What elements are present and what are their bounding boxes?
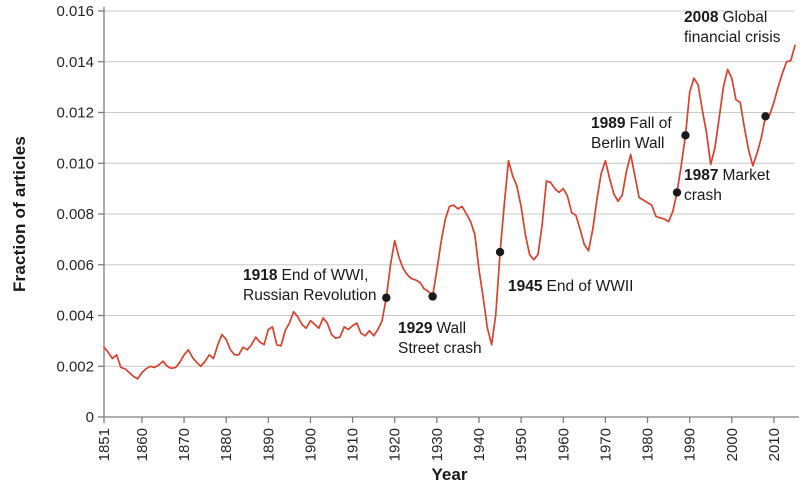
x-tick-label: 1851 bbox=[96, 428, 113, 461]
annotation-text-line2: crash bbox=[684, 187, 722, 204]
x-tick-label: 1910 bbox=[345, 428, 362, 461]
annotation-1987-market-crash: 1987 Market crash bbox=[684, 166, 770, 206]
x-tick-label: 1940 bbox=[471, 428, 488, 461]
annotation-1929-wall-street-crash: 1929 Wall Street crash bbox=[398, 319, 482, 359]
y-tick-label: 0.012 bbox=[56, 105, 94, 122]
annotation-1989-berlin-wall: 1989 Fall of Berlin Wall bbox=[591, 114, 672, 154]
annotation-text: End of WWII bbox=[546, 278, 634, 295]
x-tick-label: 1930 bbox=[429, 428, 446, 461]
annotation-text: Fall of bbox=[629, 115, 672, 132]
x-tick-label: 1920 bbox=[387, 428, 404, 461]
y-tick-label: 0.016 bbox=[56, 3, 94, 20]
annotation-year: 2008 bbox=[684, 9, 719, 26]
annotation-text-line2: Street crash bbox=[398, 340, 482, 357]
x-tick-label: 1950 bbox=[513, 428, 530, 461]
y-tick-label: 0.004 bbox=[56, 308, 94, 325]
event-marker-1989 bbox=[681, 131, 690, 140]
annotation-text-line2: Russian Revolution bbox=[243, 287, 377, 304]
annotation-text-line2: Berlin Wall bbox=[591, 135, 665, 152]
x-tick-label: 1970 bbox=[597, 428, 614, 461]
y-tick-label: 0.008 bbox=[56, 206, 94, 223]
event-marker-2008 bbox=[761, 112, 770, 121]
x-tick-label: 1900 bbox=[302, 428, 319, 461]
y-axis-title-text: Fraction of articles bbox=[10, 135, 30, 293]
x-tick-label: 2010 bbox=[766, 428, 783, 461]
annotation-text: End of WWI, bbox=[281, 267, 369, 284]
annotation-year: 1989 bbox=[591, 115, 626, 132]
event-marker-1945 bbox=[495, 247, 505, 257]
annotation-text: Global bbox=[722, 9, 768, 26]
y-tick-label: 0 bbox=[86, 409, 94, 426]
x-tick-label: 1870 bbox=[176, 428, 193, 461]
annotation-year: 1987 bbox=[684, 167, 719, 184]
annotation-year: 1945 bbox=[508, 278, 543, 295]
annotation-text: Wall bbox=[436, 320, 467, 337]
event-marker-1929 bbox=[428, 292, 437, 301]
y-tick-label: 0.010 bbox=[56, 155, 94, 172]
annotation-text: Market bbox=[722, 167, 770, 184]
annotation-year: 1929 bbox=[398, 320, 433, 337]
x-axis-title: Year bbox=[431, 465, 468, 484]
y-tick-label: 0.006 bbox=[56, 257, 94, 274]
annotation-2008-financial-crisis: 2008 Global financial crisis bbox=[684, 8, 780, 48]
event-marker-1987 bbox=[672, 188, 682, 197]
annotation-1945-end-wwii: 1945 End of WWII bbox=[508, 277, 633, 297]
x-tick-label: 2000 bbox=[724, 428, 741, 461]
x-tick-label: 1860 bbox=[134, 428, 151, 461]
data-line bbox=[103, 44, 796, 380]
y-axis-title: Fraction of articles bbox=[0, 0, 40, 428]
x-tick-label: 1880 bbox=[218, 428, 235, 461]
annotation-year: 1918 bbox=[243, 267, 278, 284]
x-tick-label: 1890 bbox=[260, 428, 277, 461]
event-marker-1918 bbox=[382, 293, 391, 302]
y-tick-label: 0.002 bbox=[56, 358, 94, 375]
annotation-1918-wwi: 1918 End of WWI, Russian Revolution bbox=[243, 266, 377, 306]
x-tick-label: 1990 bbox=[682, 428, 699, 461]
annotation-text-line2: financial crisis bbox=[684, 29, 781, 46]
x-tick-label: 1960 bbox=[555, 428, 572, 461]
y-tick-label: 0.014 bbox=[56, 54, 94, 71]
x-tick-label: 1980 bbox=[640, 428, 657, 461]
